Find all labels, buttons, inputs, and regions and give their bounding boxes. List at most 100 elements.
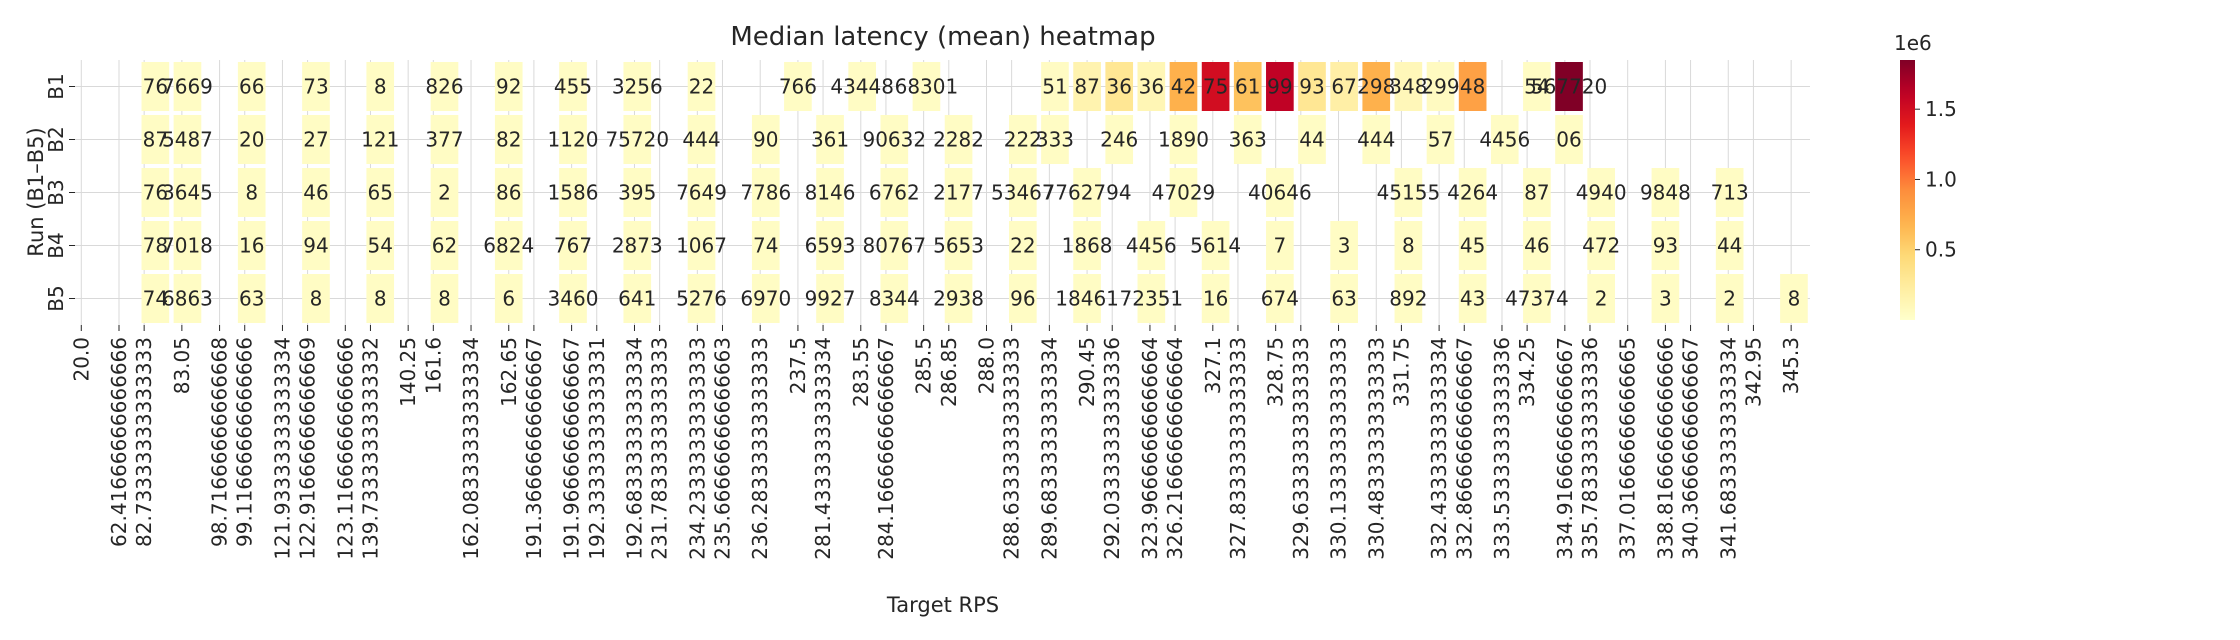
heatmap-cell [494,62,523,111]
heatmap-cell [302,115,330,164]
cell-value-label: 46 [1524,234,1549,258]
heatmap-cell [880,168,909,217]
heatmap-cell [1201,221,1230,270]
cell-value-label: 6762 [869,181,920,205]
cell-value-label: 298 [1357,75,1395,99]
cell-value-label: 222 [1004,128,1042,152]
cell-value-label: 90 [753,128,778,152]
cell-value-label: 9927 [805,287,856,311]
heatmap-cell [1008,168,1037,217]
cell-value-label: 2 [438,181,451,205]
cell-value-label: 7669 [162,75,213,99]
heatmap-cell [1651,221,1680,270]
heatmap-cell [687,115,716,164]
heatmap-cell [494,221,523,270]
y-tick-label: B2 [44,126,68,152]
cell-value-label: 1586 [548,181,599,205]
cell-value-label: 5614 [1190,234,1241,258]
cell-value-label: 674 [1261,287,1299,311]
heatmap-cell [912,62,941,111]
x-tick-label: 191.36666666666667 [522,337,546,560]
cell-value-label: 54 [368,234,393,258]
cell-value-label: 76 [143,181,168,205]
cell-value-label: 18461 [1055,287,1119,311]
heatmap-cell [816,115,844,164]
cell-value-label: 61 [1235,75,1260,99]
heatmap-cell [559,115,587,164]
cell-value-label: 87 [143,128,168,152]
x-tick-label: 162.08333333333334 [459,337,483,560]
heatmap-cell [1201,62,1230,111]
x-tick-label: 328.75 [1264,337,1288,407]
heatmap-cell [1105,115,1134,164]
heatmap-cell [1523,221,1551,270]
y-axis: B1 B2 B3 B4 B5 [44,73,75,312]
cell-value-label: 68301 [895,75,959,99]
heatmap-cell [816,221,844,270]
heatmap-cell [559,221,587,270]
heatmap-cell [1298,115,1326,164]
heatmap-cell [784,62,812,111]
heatmap-cell [237,62,266,111]
cell-value-label: 2938 [933,287,984,311]
colorbar: 0.5 1.0 1.5 1e6 [1894,31,1957,320]
cell-value-label: 4940 [1576,181,1627,205]
cell-value-label: 3 [1659,287,1672,311]
heatmap-cell [366,274,395,323]
cell-value-label: 36 [1139,75,1164,99]
heatmap-cell [173,62,202,111]
heatmap-cell [623,62,652,111]
heatmap-cell [559,274,587,323]
x-tick-label: 192.68333333333334 [622,337,646,560]
cell-value-label: 78 [143,234,168,258]
heatmap-cell [1426,62,1455,111]
cell-value-label: 73 [303,75,328,99]
x-tick-label: 327.1 [1201,337,1225,394]
heatmap-cell [1233,115,1262,164]
x-tick-label: 122.91666666666669 [296,337,320,560]
heatmap-cell [1587,221,1615,270]
heatmap-cell [141,62,170,111]
heatmap-cell [237,221,266,270]
x-axis: 20.0 62.41666666666666 82.73333333333333 83… [69,325,1803,560]
heatmap-cell [623,168,652,217]
cell-value-label: 45 [1460,234,1485,258]
cell-value-label: 16 [239,234,264,258]
x-tick-label: 334.25 [1515,337,1539,407]
cell-value-label: 3460 [548,287,599,311]
heatmap-cell [1394,62,1423,111]
cell-value-label: 8 [1402,234,1415,258]
heatmap-cell [430,168,459,217]
x-tick-label: 334.91666666666667 [1553,337,1577,560]
x-tick-label: 234.23333333333333 [685,337,709,560]
heatmap-cell [1169,115,1198,164]
heatmap-cell [687,62,716,111]
x-tick-label: 161.6 [421,337,445,394]
cell-value-label: 299 [1421,75,1459,99]
x-tick-label: 192.33333333333331 [585,337,609,560]
x-tick-label: 327.83333333333333 [1226,337,1250,560]
x-tick-label: 62.41666666666666 [107,337,131,547]
cell-value-label: 86 [496,181,521,205]
colorbar-gradient [1900,60,1915,320]
x-tick-label: 288.63333333333333 [1000,337,1024,560]
x-tick-label: 333.53333333333336 [1490,337,1514,560]
heatmap-cell [880,221,909,270]
cell-value-label: 54 [1524,75,1549,99]
x-tick-label: 330.48333333333333 [1364,337,1388,560]
cell-value-label: 121 [361,128,399,152]
cell-value-label: 74 [753,234,778,258]
heatmap-cell [1105,62,1134,111]
heatmap-cell [173,115,202,164]
x-tick-label: 235.66666666666663 [710,337,734,560]
colorbar-tick-label: 1.5 [1925,97,1957,121]
cell-value-label: 348 [1389,75,1427,99]
heatmap-cell [366,168,395,217]
x-axis-label: Target RPS [886,593,999,617]
heatmap-cell [1394,221,1423,270]
heatmap-cell [1458,274,1487,323]
cell-value-label: 3 [1338,234,1351,258]
x-tick-label: 323.96666666666664 [1138,337,1162,560]
cell-value-label: 8146 [805,181,856,205]
